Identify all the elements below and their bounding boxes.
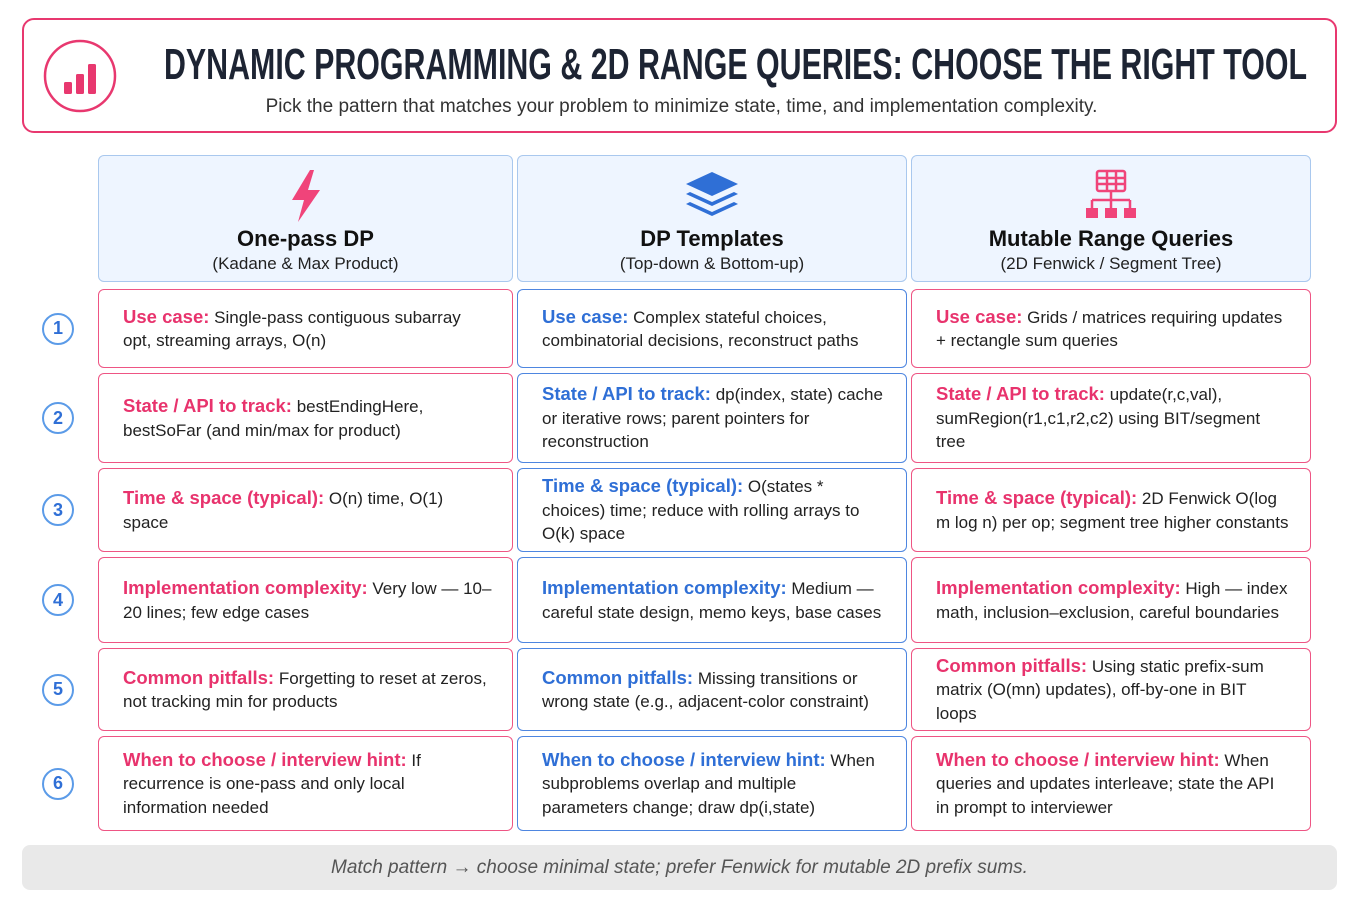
cell-label: When to choose / interview hint: — [542, 748, 826, 770]
cell: Common pitfalls: Missing transitions or … — [517, 648, 907, 731]
cell-text: When to choose / interview hint: When qu… — [936, 748, 1290, 820]
cell: Common pitfalls: Using static prefix-sum… — [911, 648, 1311, 731]
cell-text: Implementation complexity: Medium — care… — [542, 576, 886, 624]
column-header: One-pass DP (Kadane & Max Product) — [98, 155, 513, 282]
row-number: 5 — [42, 673, 74, 706]
cell-body: Grids / matrices requiring updates + rec… — [936, 307, 1283, 351]
cell-text: Common pitfalls: Using static prefix-sum… — [936, 654, 1290, 726]
column-header: Mutable Range Queries (2D Fenwick / Segme… — [911, 155, 1311, 282]
cell: Use case: Grids / matrices requiring upd… — [911, 289, 1311, 368]
cell: When to choose / interview hint: If recu… — [98, 736, 513, 831]
column-subtitle: (Top-down & Bottom-up) — [619, 254, 805, 273]
cell-body: bestEndingHere, bestSoFar (and min/max f… — [123, 397, 424, 440]
cell: Implementation complexity: Medium — care… — [517, 557, 907, 643]
cell: Implementation complexity: High — index … — [911, 557, 1311, 643]
cell: State / API to track: bestEndingHere, be… — [98, 373, 513, 463]
column-subtitle: (Kadane & Max Product) — [212, 254, 399, 273]
cell-body: Forgetting to reset at zeros, not tracki… — [123, 668, 487, 712]
column-title: One-pass DP — [237, 226, 374, 251]
cell-body: When subproblems overlap and multiple pa… — [542, 750, 875, 817]
cell: Implementation complexity: Very low — 10… — [98, 557, 513, 643]
cell-label: Time & space (typical): — [542, 475, 744, 497]
cell-label: When to choose / interview hint: — [123, 748, 407, 770]
cell-label: Use case: — [123, 305, 210, 327]
footer: Match pattern → choose minimal state; pr… — [22, 845, 1337, 890]
cell-body: Single-pass contiguous subarray opt, str… — [123, 307, 461, 351]
header-icon — [43, 39, 117, 113]
cell-text: Time & space (typical): 2D Fenwick O(log… — [936, 486, 1290, 534]
cell: When to choose / interview hint: When su… — [517, 736, 907, 831]
column-icon — [99, 168, 512, 229]
cell: Use case: Single-pass contiguous subarra… — [98, 289, 513, 368]
cell-label: Implementation complexity: — [936, 577, 1181, 598]
cell-label: Implementation complexity: — [123, 577, 368, 598]
row-number: 4 — [42, 584, 74, 616]
cell: Time & space (typical): O(states * choic… — [517, 468, 907, 552]
column-icon — [912, 168, 1310, 229]
cell-text: Time & space (typical): O(n) time, O(1) … — [123, 486, 492, 534]
header: DYNAMIC PROGRAMMING & 2D RANGE QUERIES: … — [22, 18, 1337, 133]
cell-label: Common pitfalls: — [542, 666, 694, 688]
cell-body: Complex stateful choices, combinatorial … — [542, 307, 859, 351]
cell-label: Common pitfalls: — [936, 654, 1088, 676]
cell-text: Common pitfalls: Forgetting to reset at … — [123, 666, 492, 714]
cell: Time & space (typical): 2D Fenwick O(log… — [911, 468, 1311, 552]
cell-text: When to choose / interview hint: When su… — [542, 748, 886, 820]
cell-text: When to choose / interview hint: If recu… — [123, 748, 492, 820]
title: DYNAMIC PROGRAMMING & 2D RANGE QUERIES: … — [164, 40, 1308, 89]
row-number: 6 — [42, 767, 74, 800]
cell-body: Very low — 10–20 lines; few edge cases — [123, 579, 492, 622]
cell: Common pitfalls: Forgetting to reset at … — [98, 648, 513, 731]
cell-text: Common pitfalls: Missing transitions or … — [542, 666, 886, 714]
row-number: 1 — [42, 312, 74, 345]
cell: State / API to track: update(r,c,val), s… — [911, 373, 1311, 463]
cell-label: When to choose / interview hint: — [936, 748, 1220, 770]
cell-text: State / API to track: update(r,c,val), s… — [936, 382, 1290, 454]
cell-text: Use case: Grids / matrices requiring upd… — [936, 305, 1290, 353]
icon — [291, 170, 320, 222]
cell-text: Use case: Single-pass contiguous subarra… — [123, 305, 492, 353]
row-number: 3 — [42, 494, 74, 526]
column-subtitle: (2D Fenwick / Segment Tree) — [1000, 254, 1222, 273]
cell-label: Implementation complexity: — [542, 577, 787, 598]
column-header: DP Templates (Top-down & Bottom-up) — [517, 155, 907, 282]
column-title: DP Templates — [640, 226, 784, 251]
cell-label: Use case: — [542, 305, 629, 327]
cell-label: Time & space (typical): — [123, 487, 325, 508]
cell-body: O(n) time, O(1) space — [123, 489, 444, 532]
cell-text: Implementation complexity: High — index … — [936, 576, 1290, 624]
cell-body: If recurrence is one-pass and only local… — [123, 750, 421, 817]
cell-text: State / API to track: bestEndingHere, be… — [123, 394, 492, 442]
cell-text: Use case: Complex stateful choices, comb… — [542, 305, 886, 353]
column-icon — [518, 168, 906, 225]
cell-label: Use case: — [936, 305, 1023, 327]
cell: When to choose / interview hint: When qu… — [911, 736, 1311, 831]
cell-text: Time & space (typical): O(states * choic… — [542, 474, 886, 546]
cell: State / API to track: dp(index, state) c… — [517, 373, 907, 463]
row-number: 2 — [42, 402, 74, 434]
cell-body: update(r,c,val), sumRegion(r1,c1,r2,c2) … — [936, 385, 1261, 452]
cell-label: Time & space (typical): — [936, 487, 1138, 508]
cell-label: State / API to track: — [542, 383, 711, 405]
cell-body: Missing transitions or wrong state (e.g.… — [542, 668, 869, 712]
cell-body: O(states * choices) time; reduce with ro… — [542, 477, 860, 544]
cell-label: Common pitfalls: — [123, 666, 275, 688]
cell: Use case: Complex stateful choices, comb… — [517, 289, 907, 368]
column-title: Mutable Range Queries — [988, 226, 1234, 251]
cell-body: dp(index, state) cache or iterative rows… — [542, 385, 883, 452]
subtitle: Pick the pattern that matches your probl… — [265, 96, 1098, 117]
cell-body: Using static prefix-sum matrix (O(mn) up… — [936, 656, 1264, 723]
cell-label: State / API to track: — [936, 383, 1105, 405]
cell-body: 2D Fenwick O(log m log n) per op; segmen… — [936, 489, 1289, 532]
icon — [1086, 169, 1136, 218]
cell-text: Implementation complexity: Very low — 10… — [123, 576, 492, 624]
cell-body: When queries and updates interleave; sta… — [936, 750, 1275, 817]
cell-body: High — index math, inclusion–exclusion, … — [936, 579, 1288, 622]
cell-label: State / API to track: — [123, 395, 292, 416]
cell: Time & space (typical): O(n) time, O(1) … — [98, 468, 513, 552]
cell-body: Medium — careful state design, memo keys… — [542, 579, 882, 622]
icon — [686, 172, 738, 216]
cell-text: State / API to track: dp(index, state) c… — [542, 382, 886, 454]
